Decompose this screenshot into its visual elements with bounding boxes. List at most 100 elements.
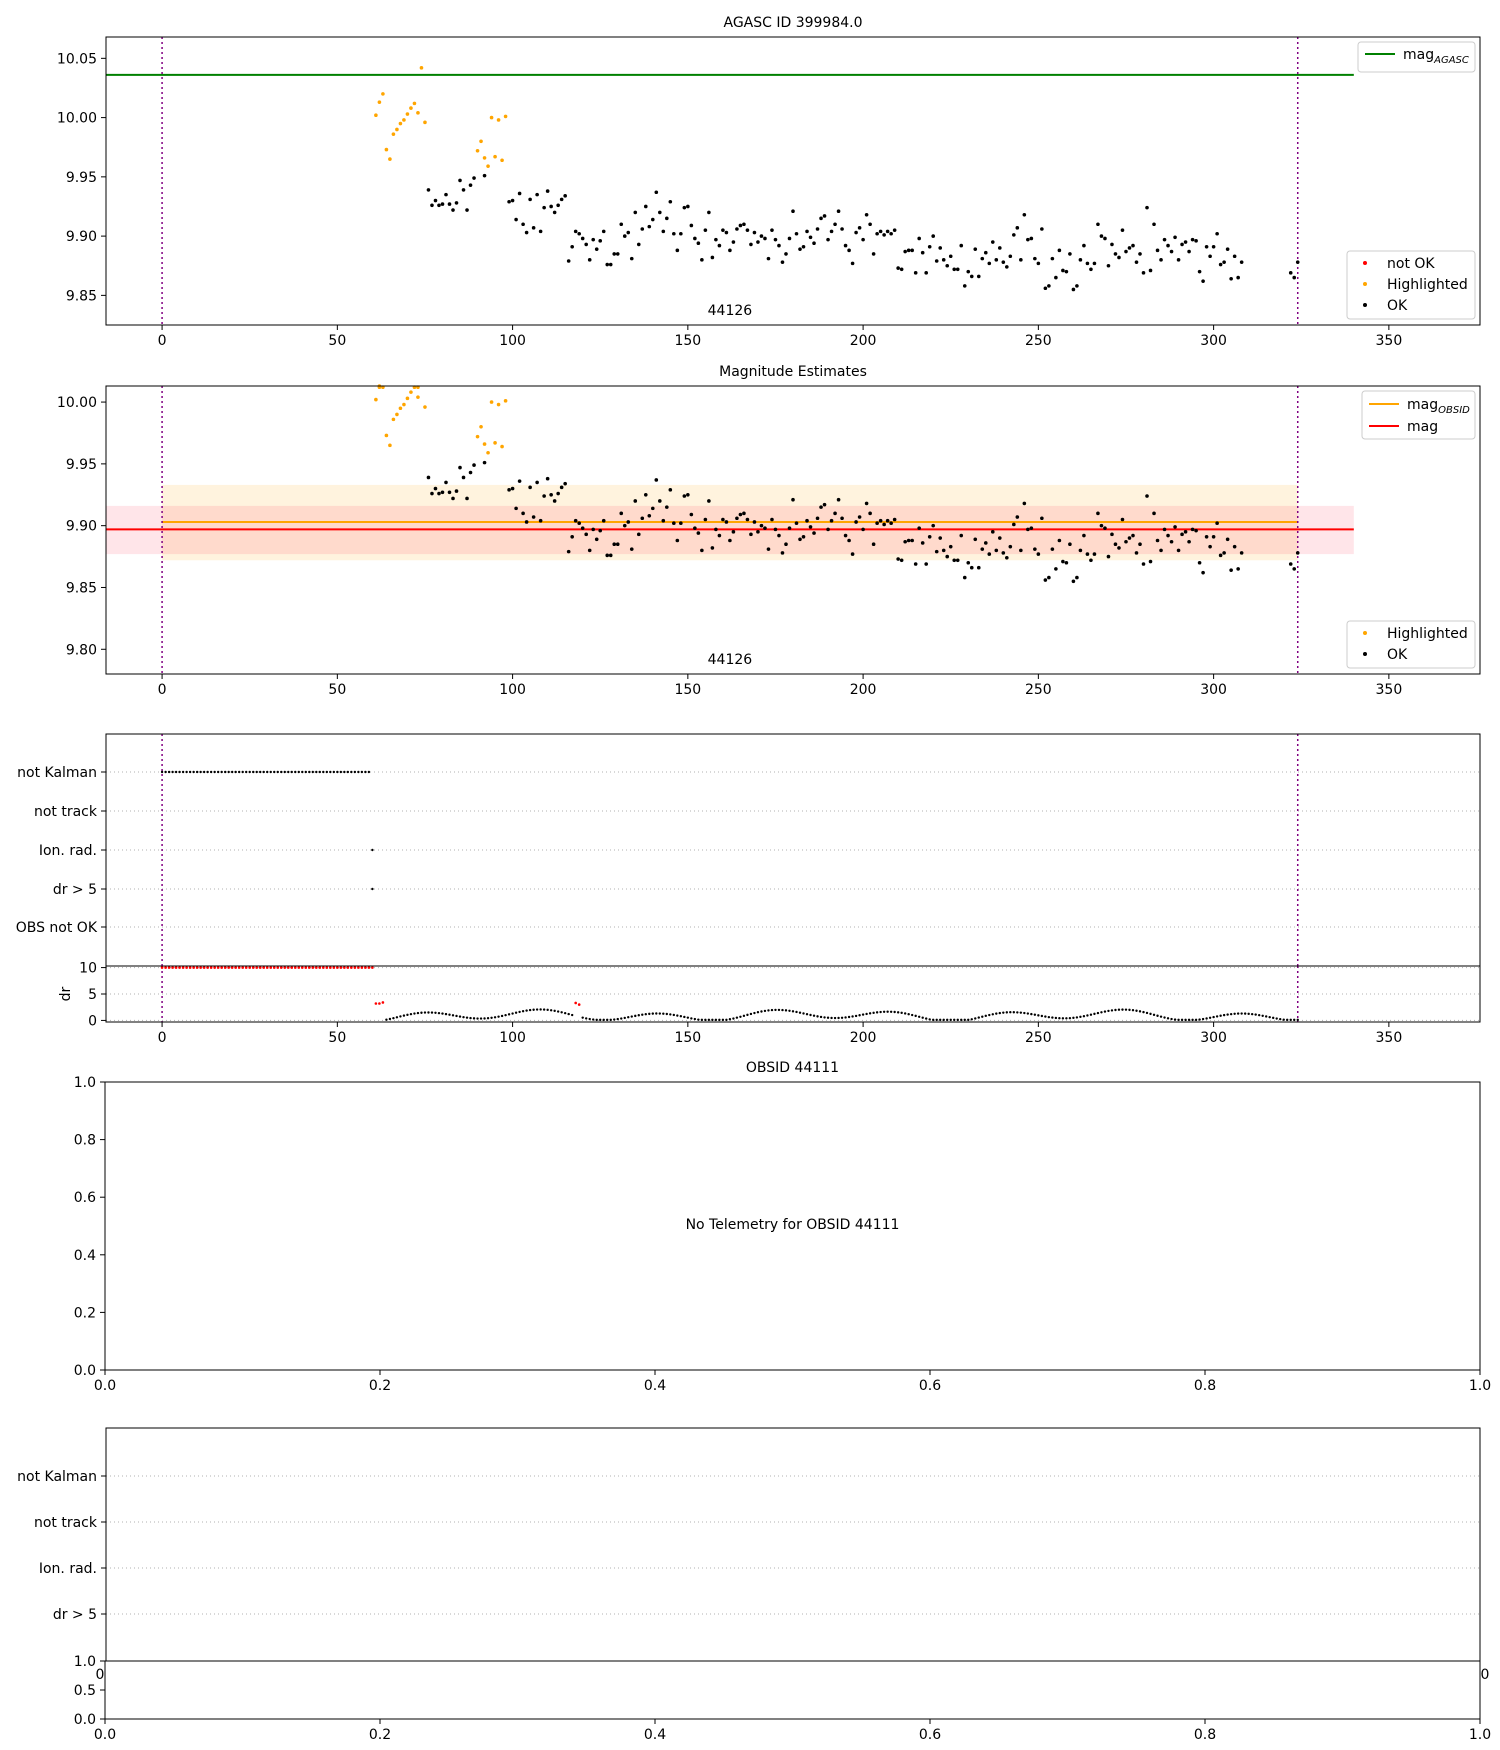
dr-ok-point <box>599 1018 602 1022</box>
dr-ok-point <box>917 1015 921 1018</box>
flag-point <box>164 770 167 774</box>
ok-point <box>1012 522 1016 527</box>
ok-point <box>878 229 883 234</box>
ok-point <box>980 547 985 551</box>
ok-point <box>689 223 694 228</box>
ok-point <box>815 227 820 231</box>
dr-not-ok-point <box>188 966 192 969</box>
ok-point <box>1183 530 1188 534</box>
dr-not-ok-point <box>174 966 178 969</box>
dr-ok-point <box>507 1013 511 1016</box>
axes-frame <box>105 1427 1481 1662</box>
dr-not-ok-point <box>244 966 248 969</box>
ok-point <box>626 520 631 524</box>
dr-ok-point <box>886 1010 889 1013</box>
highlighted-point <box>384 147 389 152</box>
ok-point <box>861 527 865 532</box>
dr-ok-point <box>1107 1009 1110 1013</box>
ok-point <box>437 491 441 496</box>
ok-point <box>601 518 606 523</box>
dr-ok-point <box>567 1012 570 1016</box>
ok-point <box>693 236 697 241</box>
dr-ok-point <box>1159 1015 1163 1018</box>
ok-point <box>535 192 539 197</box>
dr-ok-point <box>553 1009 556 1013</box>
x-tick-label: 1.0 <box>1469 1378 1491 1394</box>
dr-ok-point <box>963 1018 966 1022</box>
ok-point <box>899 267 904 272</box>
ok-point <box>742 511 746 516</box>
flag-point <box>269 770 272 774</box>
x-tick-label: 50 <box>328 1030 346 1046</box>
dr-ok-point <box>1205 1017 1208 1020</box>
ok-point <box>1068 252 1072 256</box>
ok-point <box>472 176 476 180</box>
ok-point <box>640 516 645 521</box>
x-tick-label: 0 <box>158 682 167 698</box>
dr-ok-point <box>889 1010 893 1013</box>
ok-point <box>998 536 1002 540</box>
dr-ok-point <box>914 1014 917 1018</box>
dr-ok-point <box>595 1018 598 1022</box>
flag-point <box>237 770 241 774</box>
y-tick-label: 9.95 <box>66 170 97 186</box>
dr-not-ok-point <box>297 966 301 969</box>
dr-ok-point <box>458 1015 462 1018</box>
dr-ok-point <box>1180 1018 1184 1022</box>
legend-label-base: mag <box>1407 397 1438 413</box>
ok-point <box>840 516 844 521</box>
dr-ok-point <box>868 1012 872 1015</box>
ok-point <box>805 518 809 523</box>
ok-point <box>1099 234 1104 238</box>
dr-ok-point <box>1023 1011 1026 1015</box>
x-tick-label: 300 <box>1200 1030 1227 1046</box>
dr-ok-point <box>1268 1015 1271 1019</box>
ok-point <box>650 217 655 222</box>
ok-point <box>1131 243 1135 248</box>
ok-point <box>801 534 806 539</box>
dr-not-ok-point <box>336 966 339 969</box>
highlighted-point <box>496 402 501 407</box>
ok-point <box>665 216 669 221</box>
flag-point <box>315 770 318 774</box>
dr-ok-point <box>570 1013 574 1017</box>
ok-point <box>959 243 964 248</box>
highlighted-point <box>391 417 396 422</box>
ok-point <box>731 240 736 244</box>
highlighted-point <box>398 406 403 411</box>
legend-points <box>1346 250 1476 320</box>
dr-ok-point <box>602 1018 605 1022</box>
ok-point <box>857 226 862 230</box>
ok-point <box>1012 233 1016 237</box>
dr-not-ok-point <box>213 966 216 969</box>
dr-not-ok-point <box>315 966 318 969</box>
ok-point <box>1008 254 1013 259</box>
dr-ok-point <box>977 1016 980 1019</box>
dr-ok-point <box>900 1011 903 1015</box>
ok-point <box>1005 556 1009 560</box>
ok-point <box>763 236 767 241</box>
ok-point <box>840 227 844 231</box>
ok-point <box>665 505 669 509</box>
dr-ok-point <box>1282 1018 1285 1021</box>
ok-point <box>1180 242 1184 247</box>
ok-point <box>636 532 641 537</box>
dr-not-ok-point <box>202 966 206 969</box>
x-tick-label: 350 <box>1376 682 1403 698</box>
dr-not-ok-point <box>230 966 234 969</box>
ok-point <box>903 249 907 254</box>
dr-ok-point <box>704 1018 707 1022</box>
dr-ok-point <box>1068 1016 1072 1020</box>
flag-point <box>171 770 174 774</box>
ok-point <box>1208 544 1212 549</box>
ok-point <box>756 530 760 534</box>
dr-ok-point <box>837 1016 840 1020</box>
ok-point <box>1096 511 1100 516</box>
ok-point <box>577 231 581 236</box>
dr-ok-point <box>518 1010 521 1014</box>
highlighted-point <box>384 433 389 438</box>
ok-point <box>703 517 708 522</box>
ok-point <box>924 562 928 566</box>
dr-ok-point <box>392 1016 395 1020</box>
ok-point <box>1057 248 1062 253</box>
